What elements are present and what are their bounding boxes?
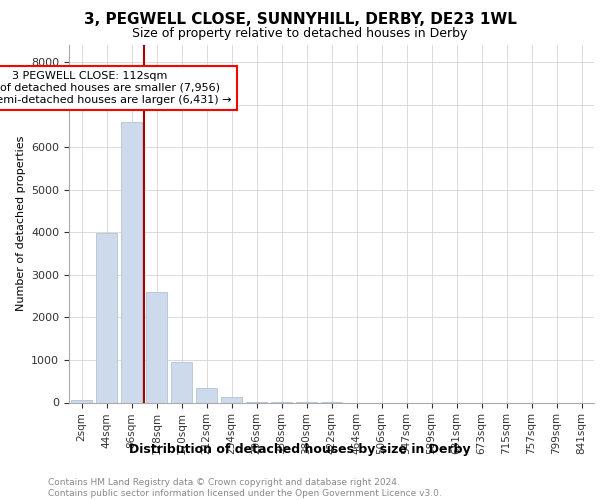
Bar [71, 400, 92, 402]
Bar [196, 388, 217, 402]
Text: 3, PEGWELL CLOSE, SUNNYHILL, DERBY, DE23 1WL: 3, PEGWELL CLOSE, SUNNYHILL, DERBY, DE23… [83, 12, 517, 28]
Text: 3 PEGWELL CLOSE: 112sqm
← 55% of detached houses are smaller (7,956)
44% of semi: 3 PEGWELL CLOSE: 112sqm ← 55% of detache… [0, 72, 231, 104]
Bar [121, 122, 142, 402]
Text: Distribution of detached houses by size in Derby: Distribution of detached houses by size … [129, 442, 471, 456]
Text: Contains HM Land Registry data © Crown copyright and database right 2024.
Contai: Contains HM Land Registry data © Crown c… [48, 478, 442, 498]
Text: Size of property relative to detached houses in Derby: Size of property relative to detached ho… [133, 28, 467, 40]
Bar [96, 233, 117, 402]
Bar [146, 292, 167, 403]
Y-axis label: Number of detached properties: Number of detached properties [16, 136, 26, 312]
Bar [171, 362, 192, 403]
Bar [221, 398, 242, 402]
